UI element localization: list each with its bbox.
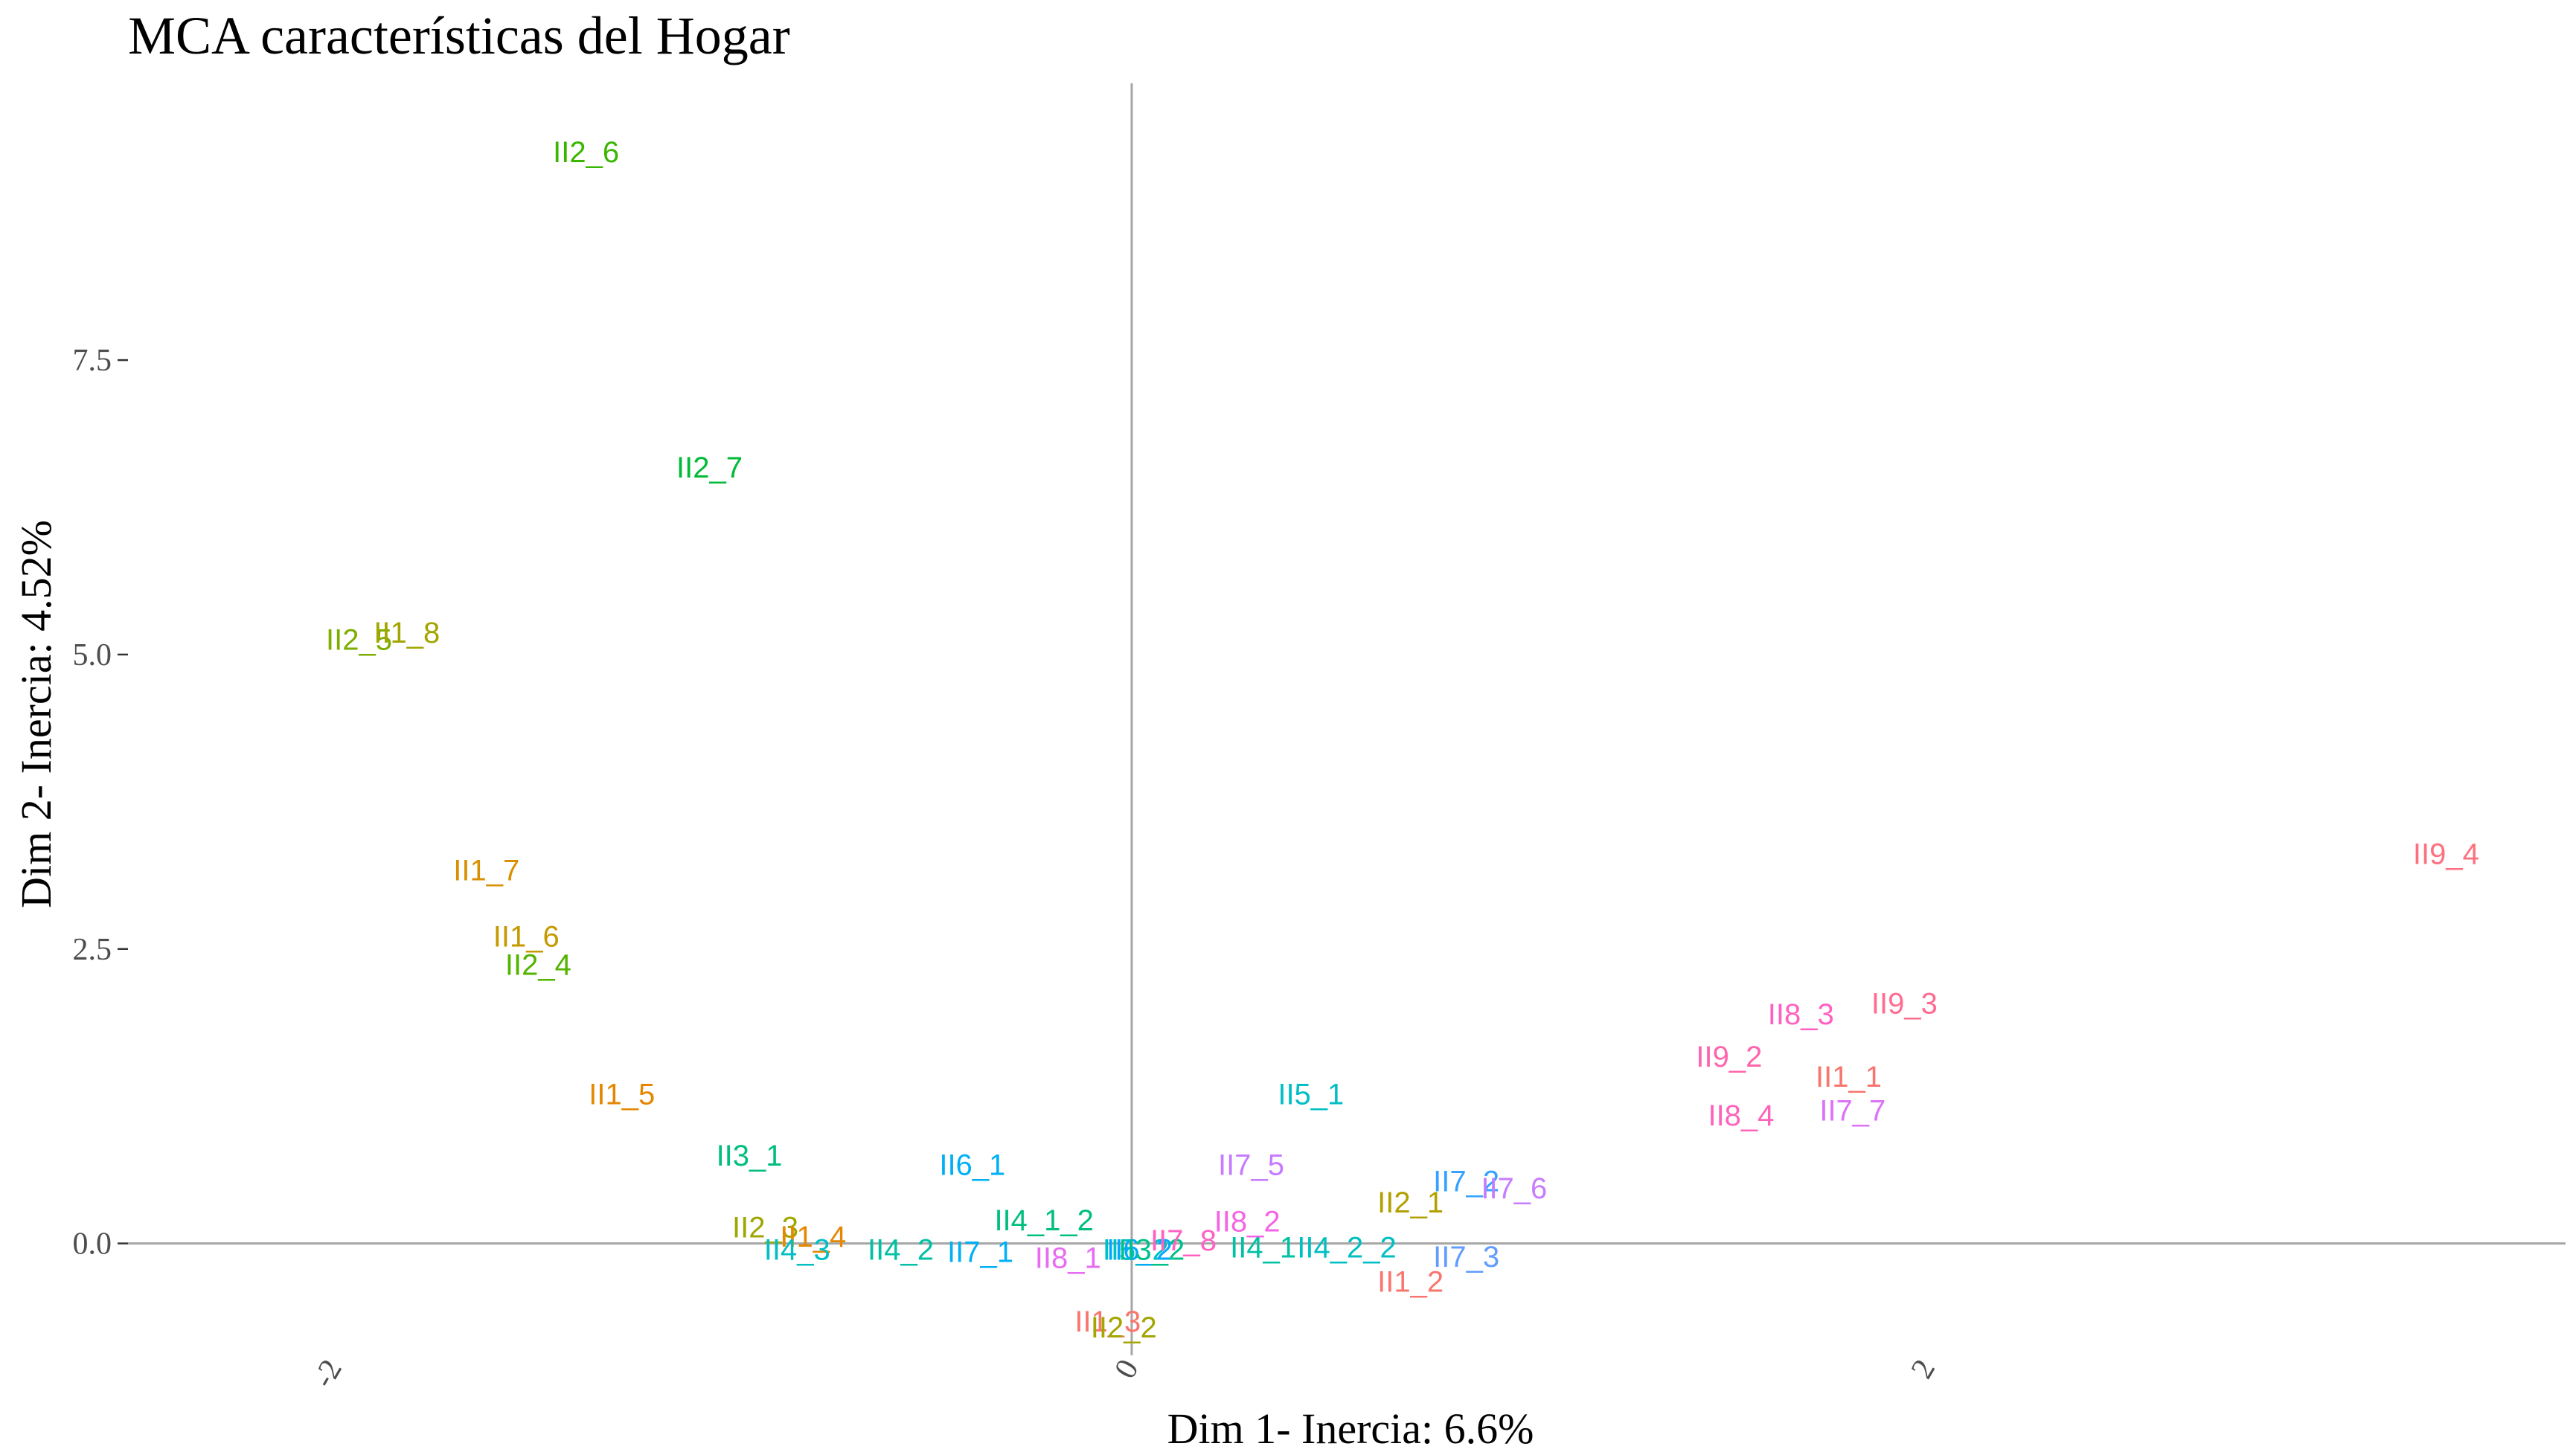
x-tick-label: 2 [1905, 1354, 1942, 1384]
point-label-ii8-2: II8_2 [1214, 1206, 1281, 1239]
point-label-ii1-8: II1_8 [374, 617, 440, 649]
point-label-ii2-6: II2_6 [553, 136, 619, 169]
y-tick-label: 0.0 [73, 1227, 112, 1262]
point-label-ii5-1: II5_1 [1278, 1079, 1344, 1111]
y-tick-label: 5.0 [73, 638, 112, 672]
point-label-ii9-2: II9_2 [1696, 1041, 1762, 1073]
point-label-ii1-7: II1_7 [453, 855, 519, 887]
point-label-ii2-5: II2_5 [326, 623, 392, 656]
point-label-ii4-2: II4_2 [868, 1234, 934, 1267]
y-axis-title: Dim 2- Inercia: 4.52% [12, 520, 60, 908]
point-label-ii9-3: II9_3 [1871, 988, 1938, 1021]
y-tick-label: 7.5 [73, 344, 112, 378]
x-axis-title: Dim 1- Inercia: 6.6% [1167, 1404, 1534, 1453]
point-label-ii1-2: II1_2 [1377, 1265, 1444, 1298]
point-label-ii7-2: II7_2 [1433, 1166, 1499, 1198]
point-label-ii6-2: II6_2 [1106, 1234, 1173, 1267]
x-tick-label: 0 [1108, 1354, 1145, 1384]
point-label-ii1-5: II1_5 [589, 1079, 655, 1111]
point-label-ii2-3: II2_3 [732, 1211, 798, 1244]
point-label-ii7-6: II7_6 [1481, 1172, 1547, 1205]
point-label-ii7-8: II7_8 [1150, 1224, 1217, 1257]
point-label-ii8-1: II8_1 [1035, 1242, 1101, 1275]
point-label-ii8-4: II8_4 [1708, 1099, 1774, 1132]
point-label-ii4-2-2: II4_2_2 [1297, 1231, 1396, 1264]
point-label-ii2-4: II2_4 [505, 948, 571, 981]
point-label-ii5-2: II5_2 [1103, 1234, 1169, 1267]
point-label-ii1-4: II1_4 [780, 1221, 846, 1253]
point-label-ii1-1: II1_1 [1816, 1061, 1882, 1093]
point-label-ii3-2: II3_2 [1118, 1234, 1185, 1267]
point-label-ii7-5: II7_5 [1218, 1149, 1284, 1182]
point-label-ii4-1-2: II4_1_2 [994, 1204, 1093, 1237]
x-tick-label: -2 [307, 1354, 349, 1393]
point-label-ii2-1: II2_1 [1377, 1186, 1444, 1219]
point-label-ii4-3: II4_3 [764, 1234, 830, 1267]
point-label-ii9-4: II9_4 [2413, 838, 2479, 871]
chart-title: MCA características del Hogar [128, 6, 790, 65]
point-label-ii7-7: II7_7 [1819, 1095, 1885, 1128]
point-label-ii6-1: II6_1 [939, 1149, 1005, 1182]
point-label-ii4-1: II4_1 [1230, 1231, 1296, 1264]
point-label-ii8-3: II8_3 [1768, 998, 1834, 1031]
y-tick-label: 2.5 [73, 933, 112, 967]
point-label-ii1-6: II1_6 [493, 920, 560, 953]
point-label-ii7-3: II7_3 [1433, 1241, 1499, 1273]
point-label-ii1-3: II1_3 [1074, 1305, 1141, 1338]
point-label-ii3-1: II3_1 [717, 1140, 783, 1172]
point-label-ii2-2: II2_2 [1091, 1311, 1157, 1344]
point-label-ii2-7: II2_7 [676, 452, 743, 484]
point-label-ii7-1: II7_1 [947, 1236, 1013, 1269]
